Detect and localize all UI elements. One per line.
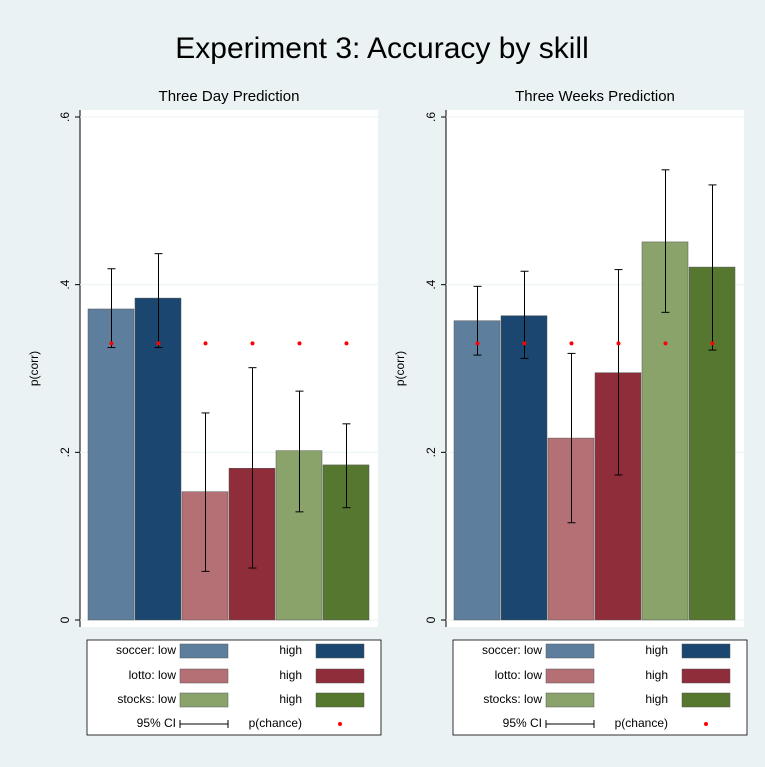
y-tick-label: .2 bbox=[424, 447, 438, 457]
legend-swatch bbox=[315, 692, 365, 708]
error-bar bbox=[154, 253, 163, 349]
y-tick-label: .6 bbox=[424, 112, 438, 122]
chance-dot bbox=[663, 341, 668, 346]
legend-swatch bbox=[545, 668, 595, 684]
legend-label: 95% CI bbox=[137, 716, 176, 730]
legend-swatch bbox=[315, 668, 365, 684]
legend-label: stocks: low bbox=[117, 692, 176, 706]
legend-label: soccer: low bbox=[116, 643, 176, 657]
y-tick-label: .2 bbox=[58, 447, 72, 457]
y-axis-label: p(corr) bbox=[27, 351, 41, 386]
legend-swatch bbox=[681, 692, 731, 708]
chance-dot bbox=[156, 341, 161, 346]
legend-chance-dot bbox=[704, 722, 708, 726]
legend-label: lotto: low bbox=[129, 668, 177, 682]
legend-label: p(chance) bbox=[615, 716, 668, 730]
legend-label: soccer: low bbox=[482, 643, 542, 657]
chance-dot bbox=[569, 341, 574, 346]
legend-swatch bbox=[179, 668, 229, 684]
legend-label: high bbox=[645, 692, 668, 706]
error-bar bbox=[107, 268, 116, 349]
legend-swatch bbox=[545, 643, 595, 659]
error-bar bbox=[342, 423, 351, 509]
chance-dot bbox=[710, 341, 715, 346]
chance-dot bbox=[109, 341, 114, 346]
error-bar bbox=[661, 169, 670, 313]
legend-swatch bbox=[179, 643, 229, 659]
legend-label: stocks: low bbox=[483, 692, 542, 706]
chance-dot bbox=[616, 341, 621, 346]
legend-label: high bbox=[645, 668, 668, 682]
error-bar bbox=[295, 390, 304, 513]
chance-dot bbox=[297, 341, 302, 346]
panel-title: Three Weeks Prediction bbox=[515, 88, 675, 105]
error-bar bbox=[201, 412, 210, 572]
chance-dot bbox=[522, 341, 527, 346]
legend-swatch bbox=[545, 692, 595, 708]
bar bbox=[500, 315, 548, 621]
legend-label: p(chance) bbox=[249, 716, 302, 730]
legend-label: high bbox=[645, 643, 668, 657]
panel-title: Three Day Prediction bbox=[159, 88, 300, 105]
chart-title: Experiment 3: Accuracy by skill bbox=[175, 32, 588, 65]
legend-label: 95% CI bbox=[503, 716, 542, 730]
y-tick-label: .4 bbox=[58, 279, 72, 289]
legend-swatch bbox=[681, 668, 731, 684]
chance-dot bbox=[475, 341, 480, 346]
y-tick-label: 0 bbox=[424, 616, 438, 623]
y-axis-label: p(corr) bbox=[393, 351, 407, 386]
y-tick-label: .6 bbox=[58, 112, 72, 122]
chance-dot bbox=[203, 341, 208, 346]
chance-dot bbox=[344, 341, 349, 346]
legend-label: high bbox=[279, 668, 302, 682]
error-bar bbox=[248, 367, 257, 569]
legend-chance-dot bbox=[338, 722, 342, 726]
error-bar bbox=[708, 184, 717, 351]
legend-swatch bbox=[315, 643, 365, 659]
legend-swatch bbox=[179, 692, 229, 708]
legend-label: high bbox=[279, 643, 302, 657]
error-bar bbox=[614, 269, 623, 476]
bar bbox=[453, 320, 501, 621]
bar bbox=[87, 308, 135, 621]
legend-swatch bbox=[681, 643, 731, 659]
error-bar bbox=[567, 352, 576, 524]
legend-label: lotto: low bbox=[495, 668, 543, 682]
y-tick-label: .4 bbox=[424, 279, 438, 289]
y-tick-label: 0 bbox=[58, 616, 72, 623]
chance-dot bbox=[250, 341, 255, 346]
legend-label: high bbox=[279, 692, 302, 706]
